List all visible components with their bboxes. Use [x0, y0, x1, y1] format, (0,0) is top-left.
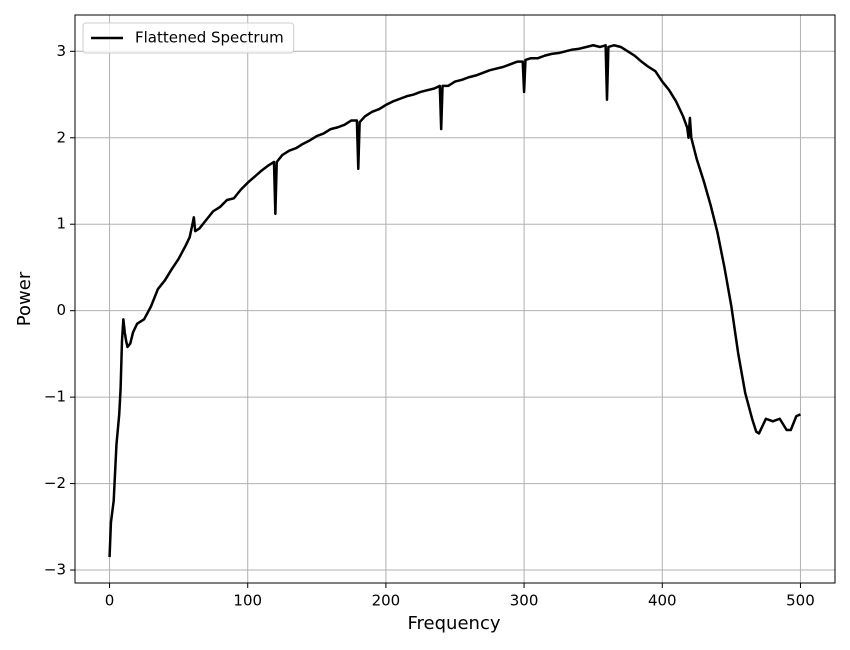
y-tick-label: 3 [56, 42, 66, 60]
x-tick-label: 400 [648, 592, 677, 610]
y-tick-label: −3 [44, 561, 66, 579]
x-tick-label: 200 [372, 592, 401, 610]
legend-label: Flattened Spectrum [135, 29, 284, 47]
x-tick-label: 500 [786, 592, 815, 610]
x-axis-label: Frequency [408, 613, 501, 634]
y-tick-label: 0 [56, 301, 66, 319]
y-tick-label: 2 [56, 128, 66, 146]
x-tick-label: 100 [233, 592, 262, 610]
series-line [108, 44, 801, 558]
legend-box [82, 22, 295, 54]
x-tick-label: 300 [510, 592, 539, 610]
plot-frame [74, 14, 836, 584]
y-tick-label: −1 [44, 388, 66, 406]
y-tick-label: −2 [44, 474, 66, 492]
y-axis-label: Power [14, 271, 35, 326]
y-tick-label: 1 [56, 215, 66, 233]
x-tick-label: 0 [105, 592, 115, 610]
